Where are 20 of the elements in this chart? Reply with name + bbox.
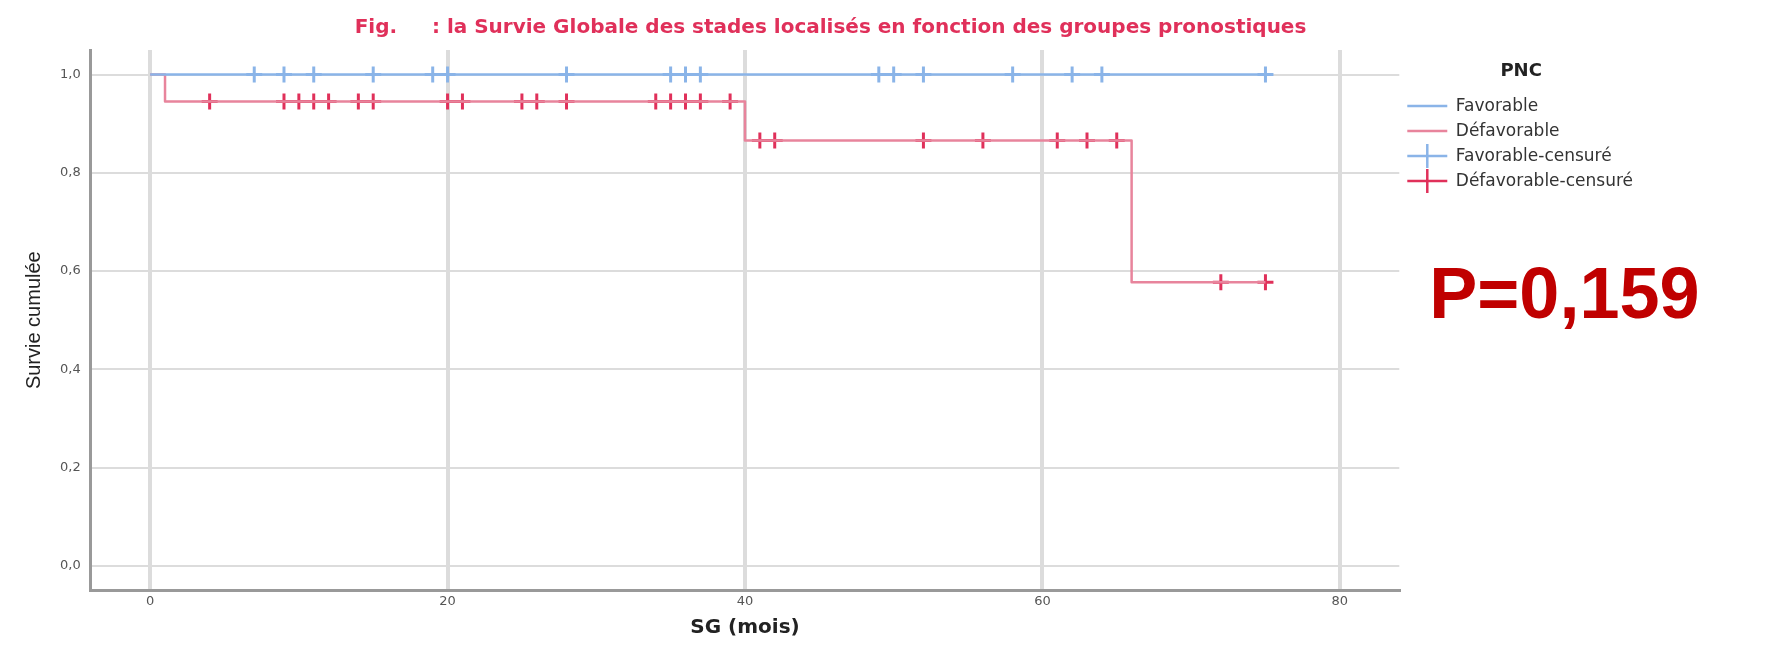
x-tick-label: 60 [1034, 592, 1051, 608]
x-tick-label: 20 [439, 592, 456, 608]
legend-label: Favorable [1455, 94, 1539, 115]
y-axis-title: Survie cumulée [21, 251, 44, 390]
legend-label: Favorable-censuré [1455, 144, 1612, 165]
y-tick-label: 0,8 [59, 164, 81, 180]
legend-label: Défavorable [1455, 119, 1560, 140]
y-tick-label: 0,6 [59, 262, 81, 278]
y-tick-label: 0,4 [59, 360, 81, 376]
x-tick-label: 0 [146, 592, 155, 608]
legend-title: PNC [1500, 58, 1542, 80]
legend-label: Défavorable-censuré [1455, 169, 1634, 190]
x-tick-label: 80 [1331, 592, 1349, 608]
y-tick-label: 0,2 [59, 458, 81, 474]
y-tick-label: 1,0 [59, 65, 81, 81]
chart-title: Fig. : la Survie Globale des stades localisés en fonction des groupes pronostiques [354, 14, 1307, 39]
text: P=0,159 [1429, 253, 1700, 334]
x-axis-title: SG (mois) [690, 614, 800, 639]
y-tick-label: 0,0 [59, 557, 81, 573]
x-tick-label: 40 [736, 592, 754, 608]
